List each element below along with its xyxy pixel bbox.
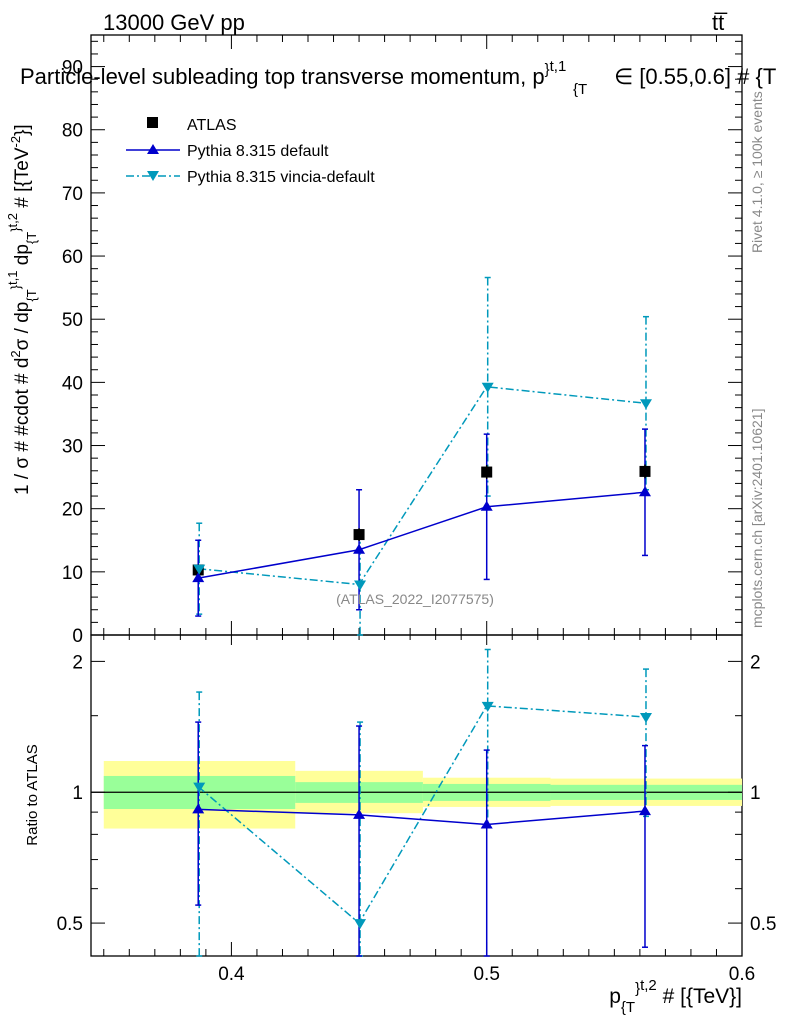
- legend-marker-vincia: [147, 171, 159, 181]
- legend-marker-default: [147, 144, 159, 154]
- x-axis-label: p{T}t,2 # [{TeV}]: [609, 977, 742, 1016]
- y-axis-label: 1 / σ # #cdot # d2σ / dp{T}t,1 dp{T}t,2 …: [5, 124, 39, 495]
- legend-label-atlas: ATLAS: [187, 117, 237, 134]
- ratio-tick-label-right: 2: [750, 652, 761, 673]
- y-tick-label: 50: [62, 310, 83, 331]
- series-line-default: [198, 491, 646, 579]
- ratio-tick-label-left: 1: [72, 783, 83, 804]
- data-point-vincia: [639, 399, 652, 410]
- legend: ATLAS Pythia 8.315 default Pythia 8.315 …: [126, 117, 375, 186]
- ratio-point-vincia: [193, 782, 206, 793]
- mcplots-label: mcplots.cern.ch [arXiv:2401.10621]: [749, 409, 765, 628]
- ratio-tick-label-right: 1: [750, 783, 761, 804]
- y-tick-label: 70: [62, 184, 83, 205]
- data-point-atlas: [639, 465, 651, 477]
- series-line-vincia: [198, 385, 646, 586]
- data-point-default: [353, 543, 366, 554]
- ratio-point-default: [638, 805, 651, 816]
- ratio-tick-label-left: 2: [72, 652, 83, 673]
- data-point-atlas: [481, 466, 493, 478]
- y-tick-label: 60: [62, 247, 83, 268]
- x-tick-label: 0.6: [729, 964, 755, 985]
- y-tick-label: 30: [62, 437, 83, 458]
- y-tick-label: 40: [62, 373, 83, 394]
- data-point-default: [192, 572, 205, 583]
- rivet-label: Rivet 4.1.0, ≥ 100k events: [749, 91, 765, 253]
- analysis-watermark: (ATLAS_2022_I2077575): [336, 591, 494, 607]
- data-point-default: [480, 500, 493, 511]
- process-label: tt̅: [712, 10, 728, 35]
- ratio-line-vincia: [197, 705, 646, 925]
- energy-label: 13000 GeV pp: [103, 10, 245, 35]
- y-tick-label: 0: [72, 626, 83, 647]
- legend-label-vincia: Pythia 8.315 vincia-default: [187, 169, 375, 186]
- y-tick-label: 90: [62, 58, 83, 79]
- ratio-point-vincia: [354, 919, 367, 930]
- data-point-vincia: [354, 580, 367, 591]
- ratio-tick-label-left: 0.5: [57, 914, 83, 935]
- main-series: [192, 276, 652, 636]
- legend-marker-atlas: [147, 117, 158, 128]
- chart-title: Particle-level subleading top transverse…: [20, 58, 776, 98]
- data-point-atlas: [353, 529, 365, 541]
- x-tick-label: 0.5: [473, 964, 499, 985]
- x-tick-label: 0.4: [218, 964, 245, 985]
- data-point-default: [638, 486, 651, 497]
- ratio-point-default: [192, 803, 205, 814]
- ratio-tick-label-right: 0.5: [750, 914, 776, 935]
- axes-ticks: 0.4 0.5 0.6 0 10 20 30 40 50 60 70 80 90 0.5 0.5 1 1 2 2: [57, 35, 776, 985]
- ratio-point-vincia: [481, 701, 494, 712]
- ratio-series: [192, 648, 652, 957]
- ratio-line-default: [198, 808, 646, 826]
- ratio-point-vincia: [639, 712, 652, 723]
- data-point-vincia: [481, 382, 494, 393]
- legend-label-default: Pythia 8.315 default: [187, 143, 329, 160]
- y-tick-label: 80: [62, 121, 83, 142]
- y-tick-label: 10: [62, 563, 83, 584]
- y-tick-label: 20: [62, 500, 83, 521]
- ratio-point-default: [353, 808, 366, 819]
- ratio-point-default: [480, 818, 493, 829]
- data-point-vincia: [193, 564, 206, 575]
- ratio-y-axis-label: Ratio to ATLAS: [24, 744, 41, 845]
